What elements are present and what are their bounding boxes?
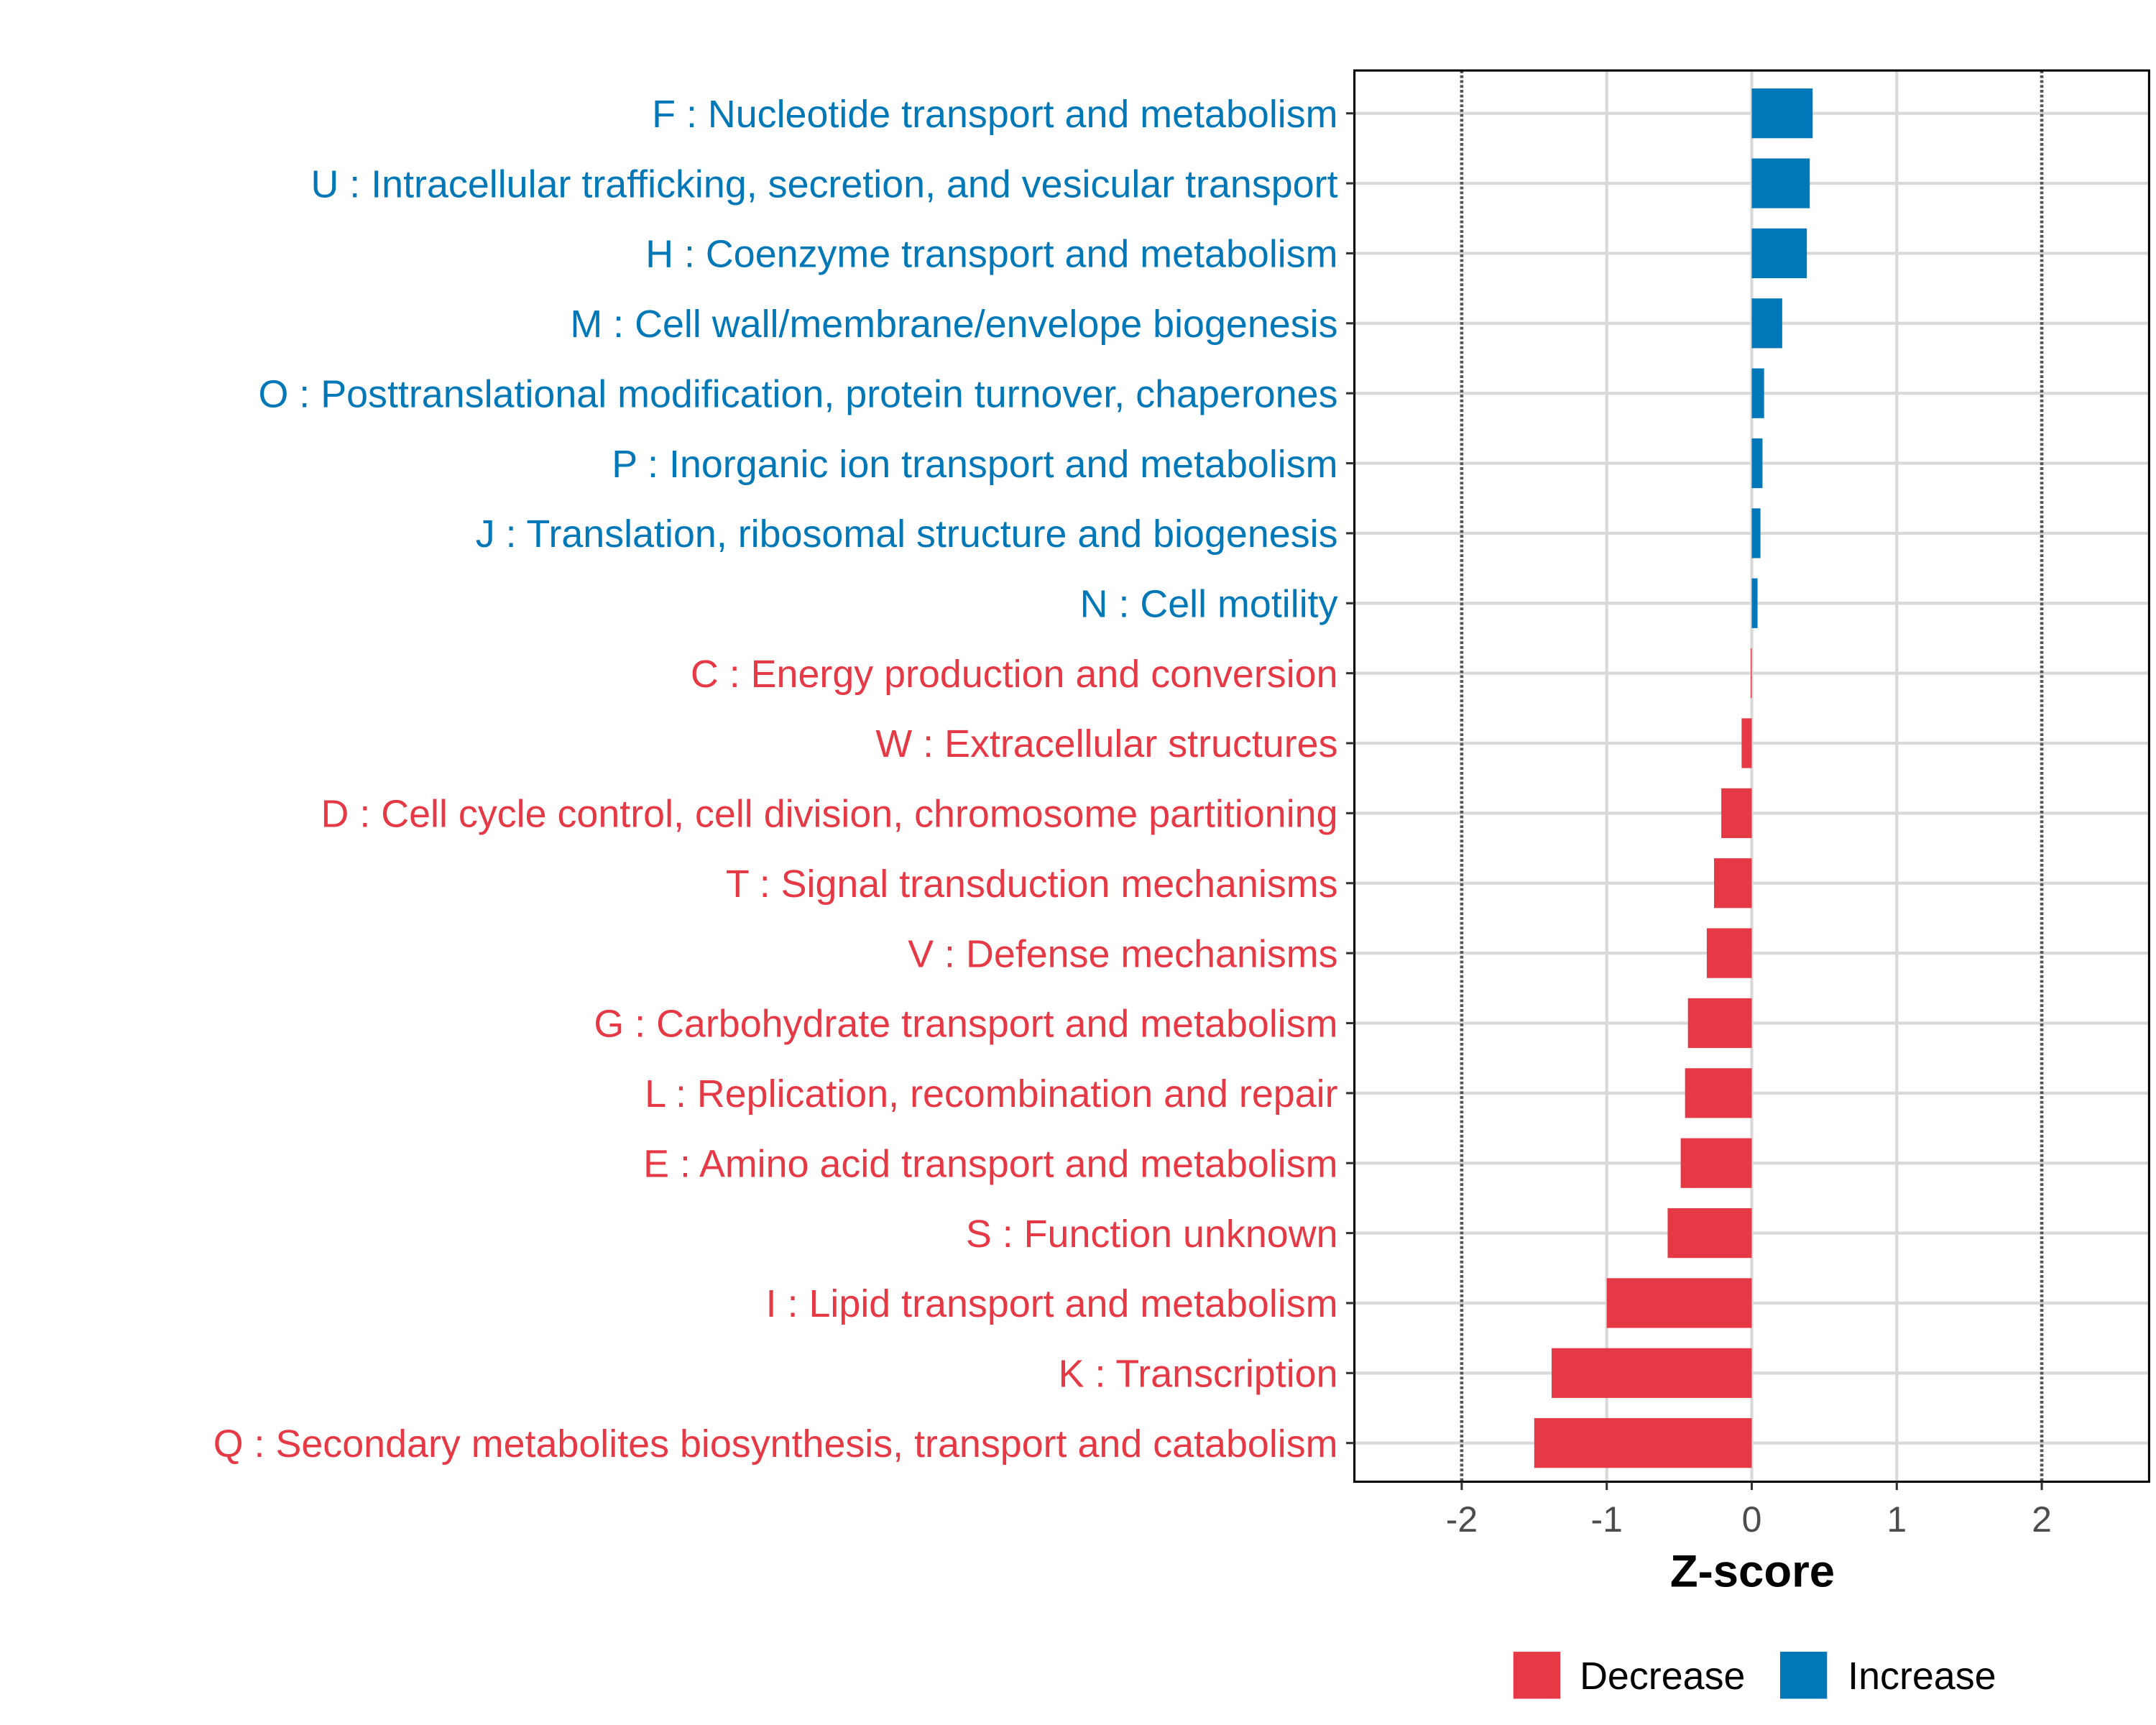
- bar: [1751, 508, 1761, 558]
- bar: [1751, 578, 1758, 628]
- bar: [1741, 718, 1752, 768]
- y-category-label: T : Signal transduction mechanisms: [726, 862, 1338, 906]
- bar: [1667, 1208, 1752, 1259]
- y-category-label: O : Posttranslational modification, prot…: [258, 372, 1337, 415]
- bar: [1606, 1278, 1752, 1328]
- bar: [1685, 1068, 1752, 1118]
- y-category-label: N : Cell motility: [1080, 583, 1338, 626]
- legend-swatch-decrease: [1513, 1652, 1561, 1699]
- y-category-label: E : Amino acid transport and metabolism: [643, 1142, 1337, 1185]
- bar: [1687, 998, 1752, 1049]
- y-category-label: L : Replication, recombination and repai…: [645, 1072, 1338, 1116]
- legend: Decrease Increase: [1513, 1652, 1996, 1699]
- y-category-label: J : Translation, ribosomal structure and…: [476, 512, 1338, 556]
- bar: [1751, 438, 1763, 489]
- x-axis: -2 -1 0 1 2: [1446, 1481, 2052, 1540]
- y-category-label: P : Inorganic ion transport and metaboli…: [612, 443, 1337, 486]
- bar: [1680, 1138, 1752, 1188]
- legend-label-increase: Increase: [1848, 1655, 1996, 1698]
- bar: [1552, 1348, 1752, 1398]
- bar: [1751, 158, 1810, 208]
- grid: [1354, 70, 2150, 1482]
- bar: [1751, 368, 1764, 418]
- y-category-label: H : Coenzyme transport and metabolism: [645, 233, 1337, 276]
- bar: [1534, 1418, 1752, 1468]
- y-category-label: M : Cell wall/membrane/envelope biogenes…: [570, 303, 1337, 346]
- x-tick-label: -2: [1446, 1499, 1478, 1540]
- y-category-label: C : Energy production and conversion: [691, 653, 1338, 696]
- x-tick-label: 2: [2032, 1499, 2052, 1540]
- y-category-label: U : Intracellular trafficking, secretion…: [310, 162, 1337, 206]
- legend-label-decrease: Decrease: [1580, 1655, 1745, 1698]
- x-axis-title: Z-score: [1670, 1547, 1835, 1597]
- y-category-label: G : Carbohydrate transport and metabolis…: [594, 1003, 1337, 1046]
- y-category-label: K : Transcription: [1059, 1353, 1338, 1396]
- legend-swatch-increase: [1779, 1652, 1828, 1699]
- y-category-label: D : Cell cycle control, cell division, c…: [321, 793, 1337, 836]
- y-category-label: W : Extracellular structures: [875, 722, 1337, 765]
- y-category-label: Q : Secondary metabolites biosynthesis, …: [213, 1422, 1338, 1466]
- bar: [1751, 88, 1813, 139]
- bar: [1751, 228, 1807, 279]
- bar: [1751, 298, 1782, 349]
- bar: [1706, 928, 1752, 978]
- y-category-label: V : Defense mechanisms: [908, 932, 1337, 975]
- y-category-label: S : Function unknown: [966, 1213, 1338, 1256]
- bar: [1721, 788, 1752, 838]
- bar: [1714, 858, 1752, 908]
- y-axis-labels: F : Nucleotide transport and metabolism U…: [213, 93, 1355, 1466]
- bars: [1534, 88, 1813, 1468]
- x-tick-label: 0: [1742, 1499, 1762, 1540]
- x-tick-label: 1: [1886, 1499, 1907, 1540]
- y-category-label: F : Nucleotide transport and metabolism: [652, 93, 1337, 136]
- y-category-label: I : Lipid transport and metabolism: [766, 1282, 1338, 1325]
- x-tick-label: -1: [1590, 1499, 1622, 1540]
